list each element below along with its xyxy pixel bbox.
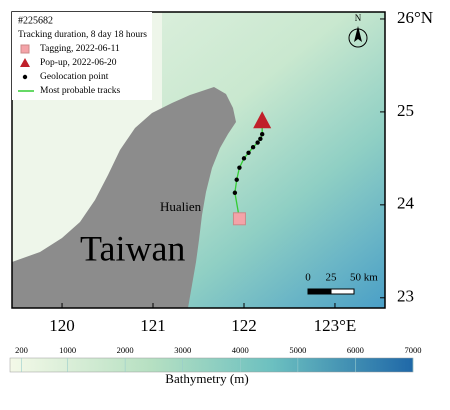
geolocation-point [237, 165, 242, 170]
popup-marker [253, 111, 272, 129]
scale-bar-segment [330, 288, 355, 295]
legend-box [12, 12, 152, 100]
map-frame [11, 11, 386, 309]
duration: Tracking duration, 8 day 18 hours [18, 30, 147, 40]
north-arrow: N [348, 13, 368, 48]
colorbar-tick-label: 7000 [405, 345, 422, 355]
legend-point-marker [22, 74, 28, 80]
y-tick-label: 25 [397, 101, 414, 120]
colorbar [9, 357, 414, 373]
legend-label: Geolocation point [40, 72, 109, 82]
north-pointer [354, 26, 362, 42]
tagging-marker [232, 212, 246, 226]
scale-bar-label: 0 [305, 272, 311, 284]
colorbar-tick-label: 2000 [117, 345, 134, 355]
geolocation-point [234, 177, 239, 182]
geolocation-point [259, 132, 265, 137]
legend-popup-marker [20, 58, 30, 67]
x-tick-label: 120 [49, 316, 75, 335]
geolocation-point [241, 156, 247, 161]
legend-label: Pop-up, 2022-06-20 [40, 58, 117, 68]
colorbar-tick-label: 4000 [232, 345, 249, 355]
legend-label: Tagging, 2022-06-11 [40, 44, 120, 54]
colorbar-tick-label: 6000 [347, 345, 364, 355]
tag-id: #225682 [18, 15, 53, 26]
legend-tag-marker [20, 44, 30, 54]
north-label: N [355, 13, 362, 23]
scale-bar-label: 50 km [350, 272, 378, 284]
scale-bar-segment [307, 288, 332, 295]
colorbar-tick-label: 5000 [289, 345, 306, 355]
legend-label: Most probable tracks [40, 86, 121, 96]
y-tick-label: 23 [397, 287, 414, 306]
island-label: Taiwan [80, 228, 185, 268]
geolocation-point [250, 145, 256, 150]
scale-bar-label: 25 [326, 272, 338, 284]
taiwan-land [12, 87, 236, 308]
y-tick-label: 24 [397, 194, 415, 213]
colorbar-tick-label: 3000 [174, 345, 191, 355]
colorbar-tick-label: 1000 [59, 345, 76, 355]
colorbar-tick-label: 200 [15, 345, 28, 355]
x-tick-label: 122 [231, 316, 257, 335]
geolocation-point [246, 150, 251, 155]
geolocation-point [258, 136, 263, 142]
city-label: Hualien [160, 199, 202, 214]
geolocation-point [255, 140, 260, 145]
y-tick-label: 26°N [397, 8, 433, 27]
x-tick-label: 121 [140, 316, 166, 335]
geolocation-point [232, 190, 238, 195]
x-tick-label: 123°E [314, 316, 357, 335]
colorbar-title: Bathymetry (m) [165, 371, 248, 386]
legend: #225682 Tracking duration, 8 day 18 hour… [12, 12, 152, 100]
